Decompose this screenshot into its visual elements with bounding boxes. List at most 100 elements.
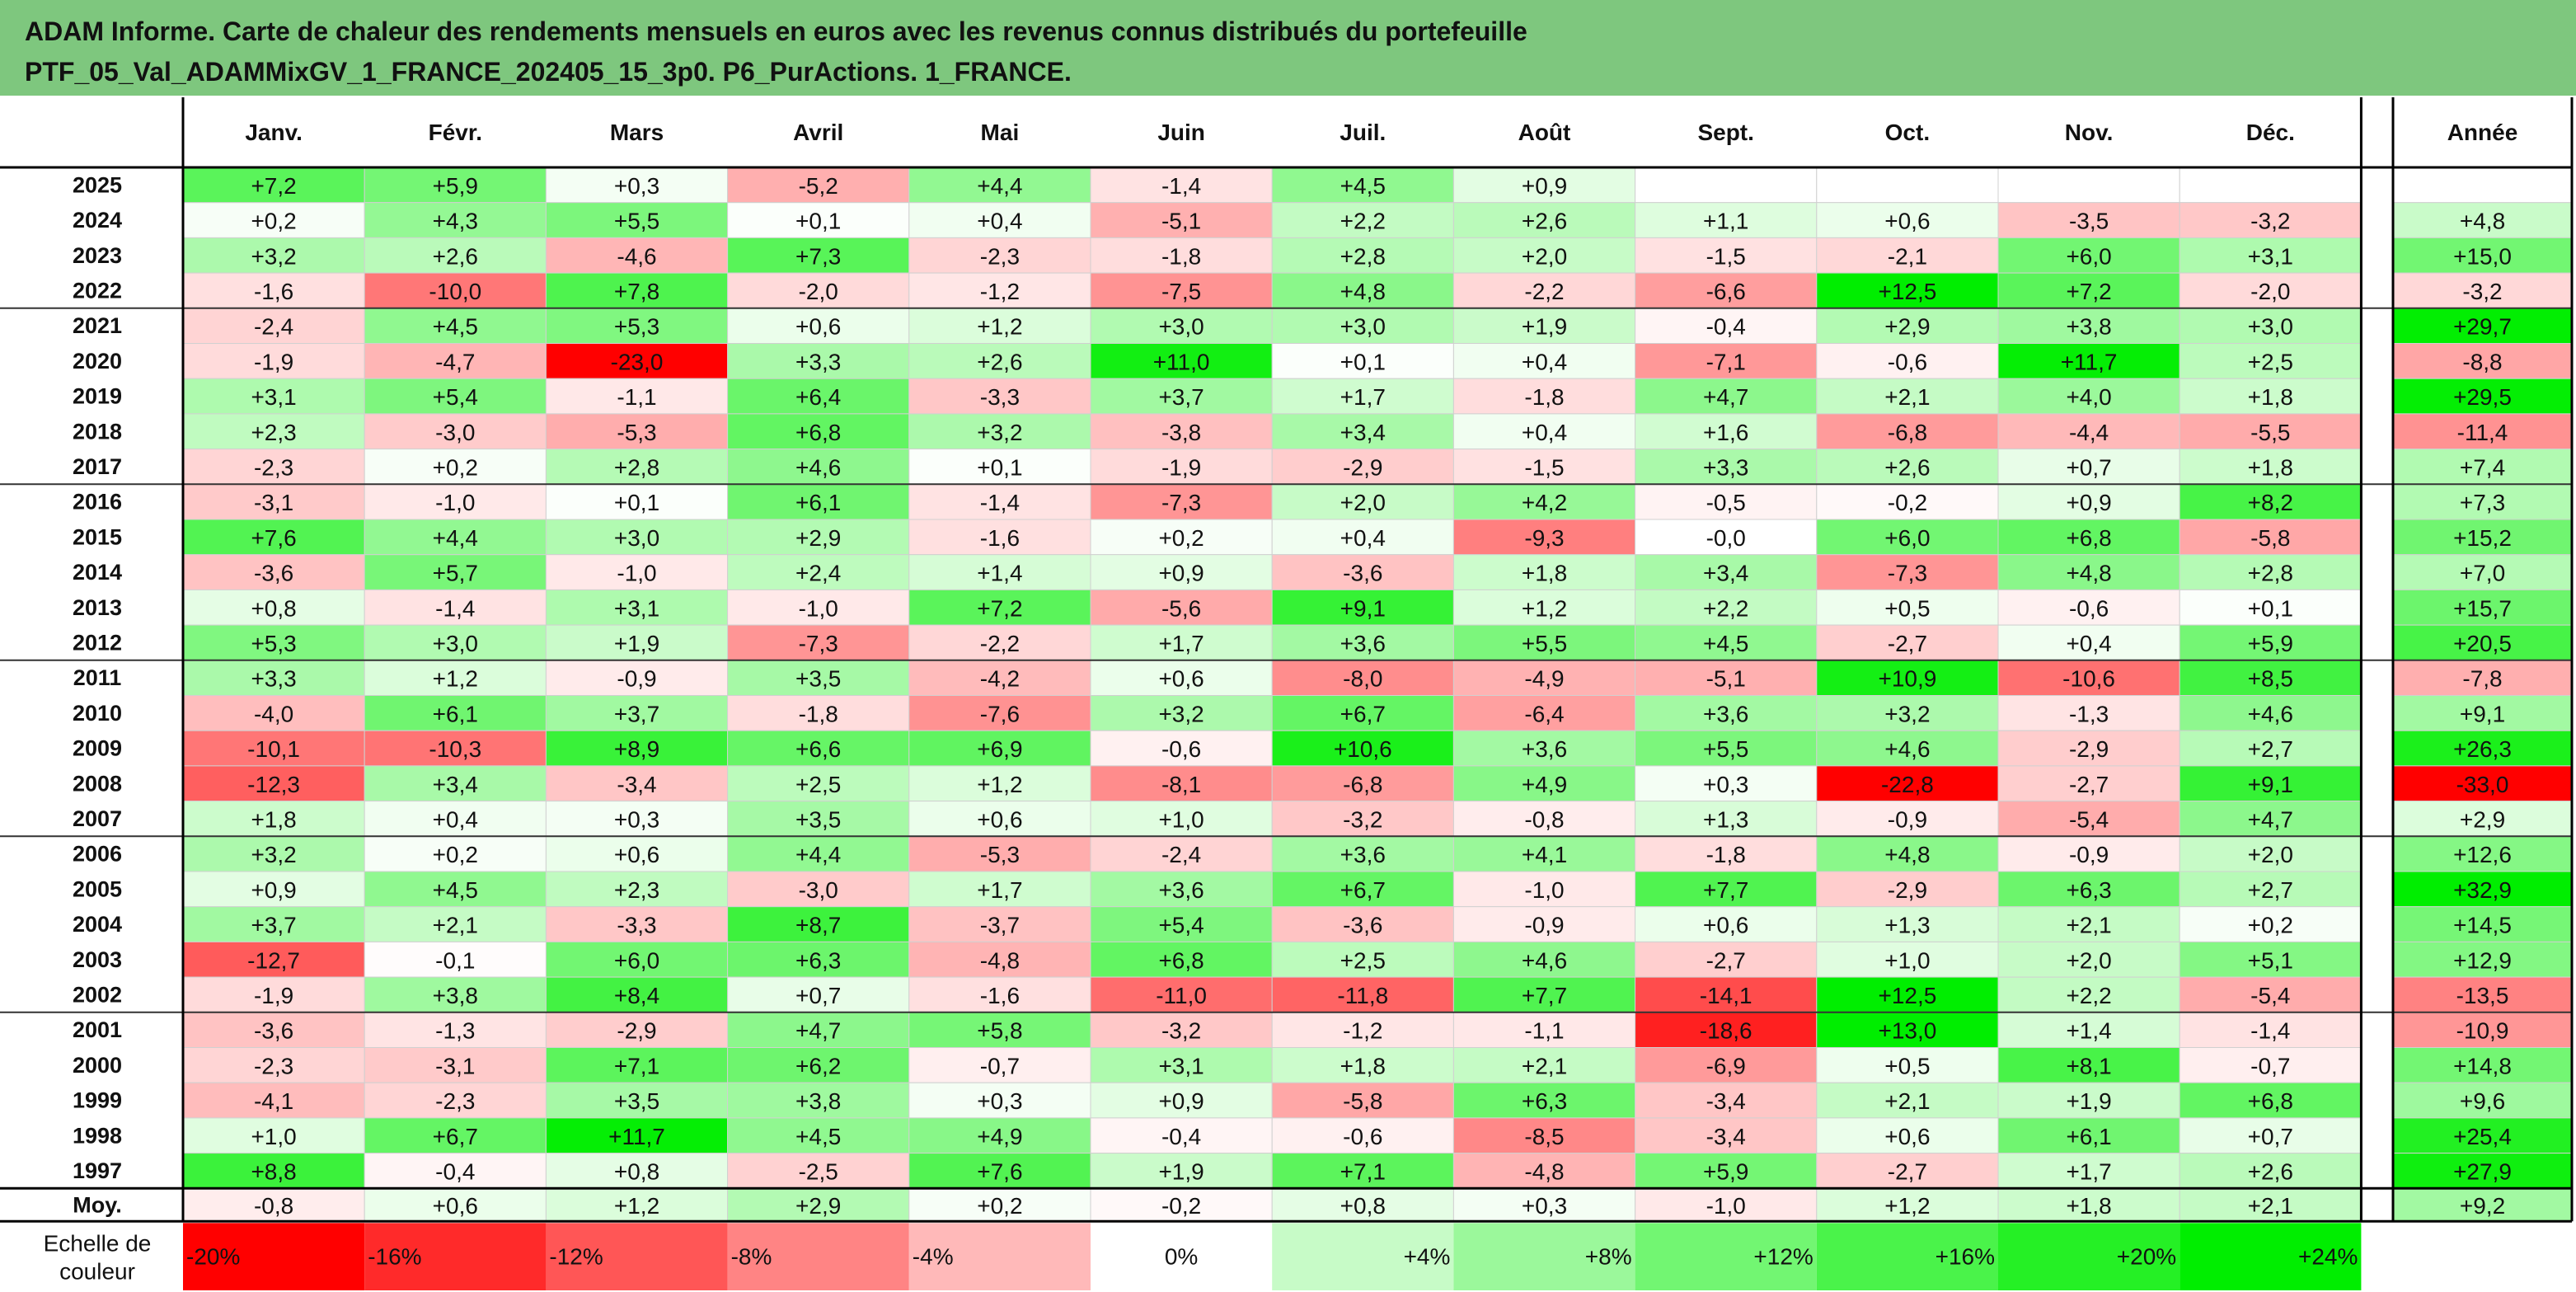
cell-value: +3,2 bbox=[977, 420, 1022, 445]
heat-cell bbox=[1816, 1012, 1999, 1049]
annual-value: -7,8 bbox=[2462, 666, 2502, 692]
column-header-0: Janv. bbox=[245, 120, 303, 145]
heat-cell bbox=[1635, 801, 1818, 837]
cell-value: +1,3 bbox=[1884, 913, 1930, 938]
heat-cell bbox=[2179, 554, 2362, 590]
row-label-2007: 2007 bbox=[73, 806, 122, 831]
heat-cell bbox=[1997, 272, 2180, 309]
cell-value: +4,5 bbox=[433, 877, 478, 903]
cell-value: +0,2 bbox=[1158, 525, 1204, 551]
cell-value: +3,6 bbox=[1340, 842, 1386, 867]
cell-value: +1,4 bbox=[2066, 1018, 2111, 1044]
heat-cell bbox=[1090, 765, 1273, 802]
cell-value: +7,3 bbox=[795, 243, 841, 269]
annual-cell bbox=[2392, 449, 2573, 485]
cell-value: +0,4 bbox=[1522, 420, 1567, 445]
cell-value: +1,0 bbox=[251, 1124, 296, 1149]
heat-cell bbox=[1090, 1012, 1273, 1049]
annual-cell bbox=[2392, 695, 2573, 731]
heat-cell bbox=[1997, 695, 2180, 731]
heat-cell bbox=[1452, 378, 1636, 415]
cell-value: +5,4 bbox=[1158, 913, 1204, 938]
cell-value: +2,6 bbox=[1522, 209, 1567, 234]
heat-cell bbox=[1816, 167, 1999, 204]
cell-value: +1,7 bbox=[1340, 384, 1386, 410]
average-value: -0,8 bbox=[254, 1193, 293, 1219]
cell-value: +3,2 bbox=[251, 842, 296, 867]
heat-cell bbox=[2179, 308, 2362, 344]
scale-swatch bbox=[1453, 1223, 1635, 1290]
heat-cell bbox=[1816, 554, 1999, 590]
heat-cell bbox=[182, 519, 365, 556]
heat-cell bbox=[2179, 449, 2362, 485]
heat-cell bbox=[364, 765, 547, 802]
cell-value: +0,6 bbox=[614, 842, 659, 867]
cell-value: -5,1 bbox=[1706, 666, 1746, 692]
cell-value: -3,0 bbox=[799, 877, 838, 903]
cell-value: +3,4 bbox=[1340, 420, 1386, 445]
cell-value: -3,4 bbox=[1706, 1124, 1746, 1149]
annual-cell bbox=[2392, 976, 2573, 1013]
cell-value: +2,1 bbox=[2066, 913, 2111, 938]
cell-value: +4,5 bbox=[1340, 173, 1386, 199]
row-label-2024: 2024 bbox=[73, 208, 122, 233]
column-header-9: Oct. bbox=[1885, 120, 1930, 145]
cell-value: -7,6 bbox=[980, 701, 1020, 726]
cell-value: -2,7 bbox=[1706, 947, 1746, 973]
annual-cell bbox=[2392, 624, 2573, 661]
heat-cell bbox=[1816, 941, 1999, 978]
cell-value: +1,8 bbox=[1340, 1053, 1386, 1078]
row-label-2009: 2009 bbox=[73, 736, 122, 761]
cell-value: +0,1 bbox=[2248, 595, 2293, 621]
heat-cell bbox=[1816, 589, 1999, 626]
heat-cell bbox=[1635, 237, 1818, 274]
annual-value: +12,6 bbox=[2453, 842, 2512, 867]
cell-value: +0,8 bbox=[251, 595, 296, 621]
heat-cell bbox=[1271, 871, 1454, 908]
heat-cell bbox=[182, 871, 365, 908]
cell-value: +10,9 bbox=[1878, 666, 1936, 692]
heat-cell bbox=[364, 730, 547, 767]
row-label-2000: 2000 bbox=[73, 1053, 122, 1078]
cell-value: -14,1 bbox=[1700, 983, 1753, 1008]
report-title-line-1: ADAM Informe. Carte de chaleur des rende… bbox=[25, 16, 1527, 46]
heat-cell bbox=[2179, 1012, 2362, 1049]
cell-value: +2,6 bbox=[2248, 1158, 2293, 1184]
cell-value: -0,9 bbox=[1888, 806, 1927, 832]
cell-value: -8,1 bbox=[1161, 772, 1201, 797]
cell-value: +3,2 bbox=[251, 243, 296, 269]
cell-value: +5,9 bbox=[1703, 1158, 1748, 1184]
cell-value: +7,1 bbox=[614, 1053, 659, 1078]
annual-cell bbox=[2392, 1082, 2573, 1119]
cell-value: -5,1 bbox=[1161, 209, 1201, 234]
cell-value: +6,0 bbox=[1884, 525, 1930, 551]
row-label-2016: 2016 bbox=[73, 490, 122, 514]
column-header-7: Août bbox=[1518, 120, 1571, 145]
cell-value: +0,1 bbox=[1340, 349, 1386, 374]
cell-value: +2,1 bbox=[1522, 1053, 1567, 1078]
cell-value: -2,7 bbox=[2069, 772, 2109, 797]
cell-value: +3,7 bbox=[1158, 384, 1204, 410]
heat-cell bbox=[1271, 765, 1454, 802]
annual-cell bbox=[2392, 1012, 2573, 1049]
heat-cell bbox=[2179, 1082, 2362, 1119]
cell-value: +2,8 bbox=[1340, 243, 1386, 269]
cell-value: +3,6 bbox=[1158, 877, 1204, 903]
cell-value: +7,7 bbox=[1703, 877, 1748, 903]
cell-value: +3,5 bbox=[614, 1088, 659, 1114]
cell-value: -5,4 bbox=[2069, 806, 2109, 832]
cell-value: +4,2 bbox=[1522, 490, 1567, 515]
cell-value: +1,7 bbox=[2066, 1158, 2111, 1184]
heat-cell bbox=[1997, 1082, 2180, 1119]
cell-value: +6,9 bbox=[977, 736, 1022, 762]
cell-value: +3,8 bbox=[433, 983, 478, 1008]
cell-value: +3,3 bbox=[251, 666, 296, 692]
cell-value: -3,4 bbox=[617, 772, 656, 797]
cell-value: +0,6 bbox=[1884, 209, 1930, 234]
cell-value: +4,0 bbox=[2066, 384, 2111, 410]
heat-cell bbox=[364, 202, 547, 238]
cell-value: +2,3 bbox=[614, 877, 659, 903]
heat-cell bbox=[908, 1153, 1091, 1189]
annual-value: +2,9 bbox=[2460, 806, 2505, 832]
